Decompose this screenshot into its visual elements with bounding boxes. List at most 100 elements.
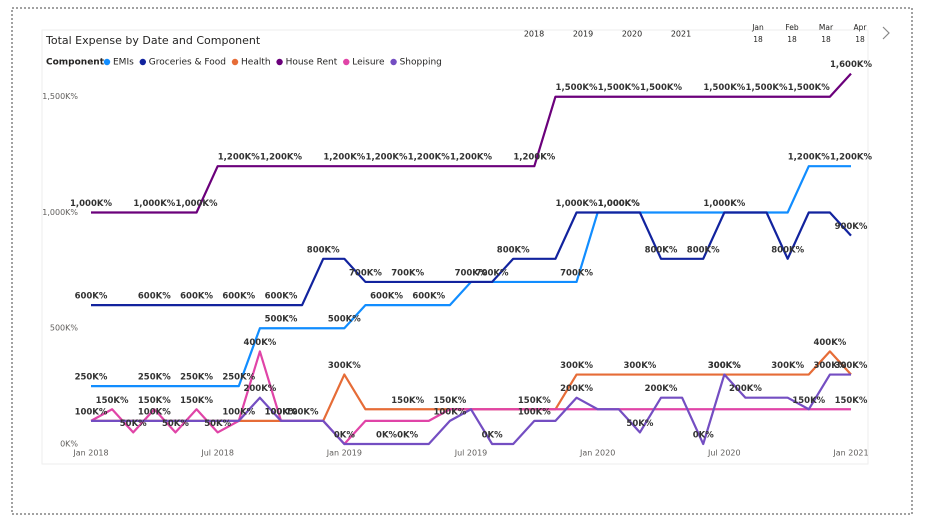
data-label: 200K%	[560, 384, 593, 394]
legend-label[interactable]: Groceries & Food	[149, 58, 226, 68]
data-label: 250K%	[138, 373, 171, 383]
data-label: 700K%	[349, 268, 382, 278]
data-label: 150K%	[180, 396, 213, 406]
data-label: 100K%	[75, 407, 108, 417]
data-label: 900K%	[835, 222, 868, 232]
legend-marker	[231, 58, 239, 66]
data-label: 1,200K%	[830, 153, 872, 163]
data-label: 1,000K%	[70, 199, 112, 209]
month-year[interactable]: 18	[855, 35, 865, 44]
chart-title: Total Expense by Date and Component	[45, 34, 261, 47]
x-tick-label: Jan 2020	[579, 449, 615, 458]
plot: 0K% 500K% 1,000K% 1,500K% Jan 2018 Jul 2018 Ja…	[42, 60, 872, 457]
data-label: 1,000K%	[703, 199, 745, 209]
data-label: 600K%	[75, 292, 108, 302]
data-label: 400K%	[813, 338, 846, 348]
data-label: 1,200K%	[450, 153, 492, 163]
data-label: 600K%	[265, 292, 298, 302]
data-label: 1,500K%	[640, 83, 682, 93]
data-label: 50K%	[120, 419, 147, 429]
data-label: 1,600K%	[830, 60, 872, 70]
data-label: 1,500K%	[598, 83, 640, 93]
data-label: 200K%	[729, 384, 762, 394]
data-label: 800K%	[307, 245, 340, 255]
data-label: 150K%	[433, 396, 466, 406]
month-year[interactable]: 18	[753, 35, 763, 44]
legend-marker	[139, 58, 146, 66]
data-label: 1,200K%	[788, 153, 830, 163]
year-option[interactable]: 2020	[622, 30, 642, 39]
data-label: 300K%	[623, 361, 656, 371]
x-tick-label: Jan 2018	[72, 449, 108, 458]
data-label: 700K%	[391, 268, 424, 278]
legend-label[interactable]: Shopping	[400, 58, 442, 68]
data-label: 300K%	[560, 361, 593, 371]
data-label: 500K%	[265, 315, 298, 325]
data-label: 1,200K%	[408, 153, 450, 163]
data-label: 100K%	[265, 407, 298, 417]
data-label: 250K%	[180, 373, 213, 383]
data-label: 200K%	[243, 384, 276, 394]
data-label: 600K%	[412, 292, 445, 302]
legend-label[interactable]: Leisure	[352, 58, 385, 68]
data-label: 600K%	[138, 292, 171, 302]
data-label: 1,500K%	[703, 83, 745, 93]
visual-border	[11, 7, 913, 515]
data-label: 0K%	[693, 431, 715, 441]
month-option[interactable]: Jan	[751, 23, 764, 32]
legend-marker	[103, 58, 111, 66]
year-option[interactable]: 2018	[524, 30, 544, 39]
year-option[interactable]: 2021	[671, 30, 691, 39]
y-tick-label: 1,500K%	[42, 92, 78, 101]
x-tick-label: Jul 2018	[200, 449, 234, 458]
legend-title: Component	[46, 58, 105, 68]
data-label: 700K%	[476, 268, 509, 278]
data-label: 300K%	[771, 361, 804, 371]
date-slicer[interactable]: 2018 2019 2020 2021 Jan 18 Feb 18 Mar 18 Apr 18	[524, 23, 868, 44]
year-option[interactable]: 2019	[573, 30, 593, 39]
data-label: 1,500K%	[788, 83, 830, 93]
legend: EMIs Groceries & Food Health House Rent Leis…	[103, 58, 442, 68]
month-option[interactable]: Mar	[819, 23, 834, 32]
data-label: 1,000K%	[176, 199, 218, 209]
data-label: 700K%	[455, 268, 488, 278]
y-tick-label: 500K%	[50, 324, 79, 333]
month-option[interactable]: Feb	[785, 23, 799, 32]
month-option[interactable]: Apr	[854, 23, 868, 32]
data-label: 150K%	[138, 396, 171, 406]
data-label: 1,500K%	[556, 83, 598, 93]
data-label: 600K%	[370, 292, 403, 302]
data-label: 1,200K%	[218, 153, 260, 163]
data-label: 1,000K%	[598, 199, 640, 209]
data-label: 150K%	[792, 396, 825, 406]
data-label: 700K%	[560, 268, 593, 278]
data-label: 100K%	[138, 407, 171, 417]
series-line	[91, 373, 851, 446]
legend-label[interactable]: EMIs	[113, 58, 134, 68]
data-label: 1,200K%	[260, 153, 302, 163]
data-label: 300K%	[835, 361, 868, 371]
data-label: 300K%	[708, 361, 741, 371]
month-year[interactable]: 18	[787, 35, 797, 44]
data-label: 50K%	[162, 419, 189, 429]
legend-marker	[276, 58, 283, 66]
plot-frame	[41, 29, 869, 465]
legend-label[interactable]: Health	[241, 58, 271, 68]
data-label: 150K%	[391, 396, 424, 406]
data-label: 200K%	[645, 384, 678, 394]
data-label: 800K%	[645, 245, 678, 255]
data-label: 250K%	[75, 373, 108, 383]
data-label: 600K%	[222, 292, 255, 302]
data-label: 800K%	[497, 245, 530, 255]
data-label: 100K%	[518, 407, 551, 417]
data-label: 0K%	[334, 431, 356, 441]
data-label: 100K%	[433, 407, 466, 417]
y-tick-label: 1,000K%	[42, 208, 78, 217]
slicer-next[interactable]	[882, 26, 890, 40]
legend-label[interactable]: House Rent	[286, 58, 338, 68]
data-label: 0K%	[397, 431, 419, 441]
data-label: 800K%	[771, 245, 804, 255]
data-label: 1,000K%	[556, 199, 598, 209]
month-year[interactable]: 18	[821, 35, 831, 44]
